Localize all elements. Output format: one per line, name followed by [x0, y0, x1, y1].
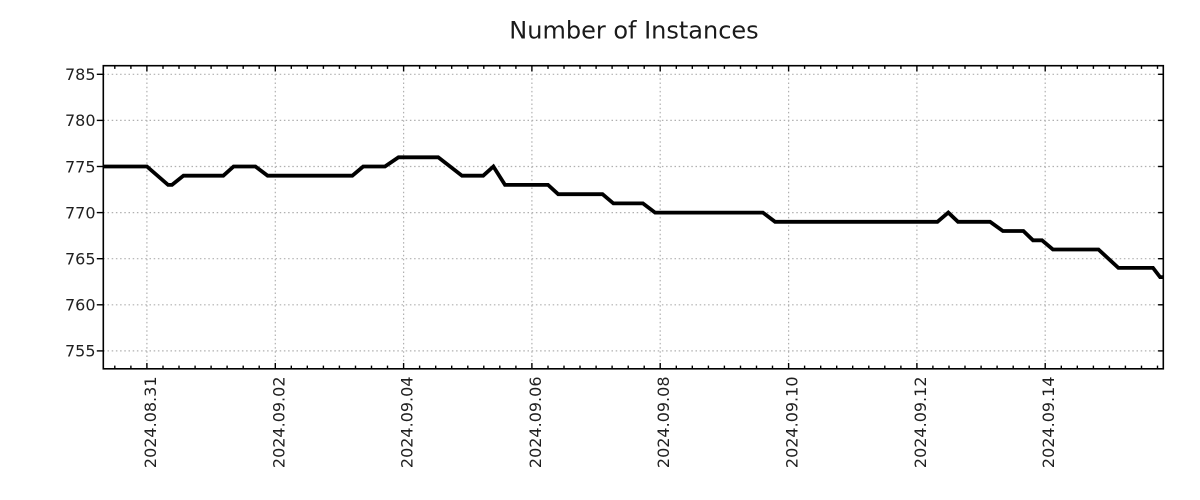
x-tick-label: 2024.09.02 [269, 377, 288, 469]
y-tick-label: 755 [65, 342, 96, 361]
x-tick-label: 2024.09.06 [526, 377, 545, 469]
chart-title: Number of Instances [509, 17, 758, 45]
y-tick-label: 775 [65, 157, 96, 176]
x-tick-label: 2024.09.14 [1039, 377, 1058, 469]
x-tick-label: 2024.09.10 [783, 377, 802, 469]
x-tick-label: 2024.09.12 [911, 377, 930, 469]
y-tick-label: 785 [65, 65, 96, 84]
x-tick-label: 2024.09.04 [398, 377, 417, 469]
y-tick-label: 780 [65, 111, 96, 130]
plot-frame [102, 64, 1165, 370]
x-tick-label: 2024.08.31 [141, 377, 160, 469]
series-line [103, 155, 1164, 280]
x-tick-label: 2024.09.08 [654, 377, 673, 469]
y-tick-label: 765 [65, 250, 96, 269]
y-tick-label: 760 [65, 296, 96, 315]
y-tick-label: 770 [65, 203, 96, 222]
